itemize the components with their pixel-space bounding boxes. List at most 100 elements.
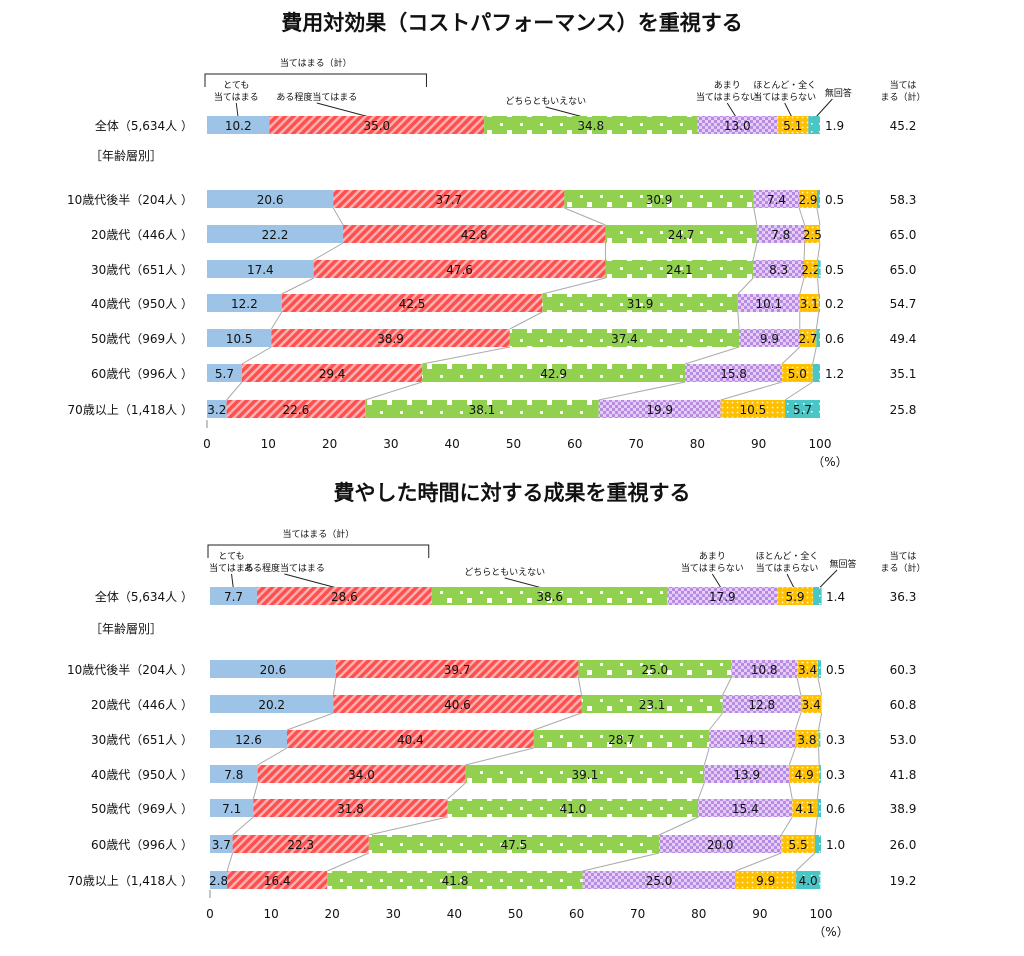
bar-segment-0 xyxy=(210,730,287,748)
bar-segment-4 xyxy=(795,730,819,748)
bar-segment-3 xyxy=(756,225,805,243)
bar-segment-2 xyxy=(465,765,705,783)
bar-segment-2 xyxy=(509,329,740,347)
connector-line xyxy=(815,311,820,330)
data-label: 20.2 xyxy=(258,698,285,712)
connector-line xyxy=(737,277,754,295)
bar-segment-5 xyxy=(817,799,821,817)
bar-segment-2 xyxy=(581,695,723,713)
bar-segment-2 xyxy=(447,799,699,817)
data-label: 2.8 xyxy=(209,874,228,888)
x-tick-label: 50 xyxy=(506,437,521,451)
data-label: 25.0 xyxy=(641,663,668,677)
data-label: 14.1 xyxy=(739,733,766,747)
x-tick-label: 90 xyxy=(752,907,767,921)
bar-segment-1 xyxy=(257,765,466,783)
row-label: 全体（5,634人 ） xyxy=(95,589,193,604)
bar-segment-2 xyxy=(422,364,686,382)
data-label: 20.6 xyxy=(257,193,284,207)
bar-segment-0 xyxy=(207,260,314,278)
bar-segment-5 xyxy=(795,871,821,889)
bar-segment-1 xyxy=(227,871,328,889)
legend-label: どちらともいえない xyxy=(464,567,545,578)
row-label: 60歳代（996人 ） xyxy=(91,367,193,381)
connector-line xyxy=(781,346,801,365)
connector-line xyxy=(784,381,813,401)
data-label: 5.0 xyxy=(788,367,807,381)
bar-segment-1 xyxy=(343,225,606,243)
bar-segment-0 xyxy=(207,329,272,347)
legend-label: 当てはまる xyxy=(209,562,254,574)
connector-line xyxy=(332,207,344,226)
data-label: 30.9 xyxy=(646,193,673,207)
data-label: 31.8 xyxy=(337,802,364,816)
legend-label: 当てはまらない xyxy=(756,562,819,574)
legend-label: ほとんど・全く xyxy=(756,550,819,562)
data-label: 0.5 xyxy=(825,263,844,277)
bar-segment-1 xyxy=(286,730,534,748)
data-label: 3.8 xyxy=(797,733,816,747)
data-label: 10.1 xyxy=(755,297,782,311)
connector-line xyxy=(232,816,254,836)
bar-segment-2 xyxy=(542,294,738,312)
data-label: 16.4 xyxy=(264,874,291,888)
bar-segment-1 xyxy=(269,116,485,134)
connector-line xyxy=(817,242,821,261)
connector-line xyxy=(542,277,606,295)
data-label: 0.3 xyxy=(826,733,845,747)
leader-line xyxy=(813,98,833,120)
connector-line xyxy=(684,346,740,365)
x-tick-label: 20 xyxy=(322,437,337,451)
bar-segment-0 xyxy=(207,400,227,418)
data-label: 10.8 xyxy=(751,663,778,677)
data-label: 10.5 xyxy=(226,332,253,346)
data-label: 39.1 xyxy=(571,768,598,782)
connector-line xyxy=(447,782,466,800)
connector-line xyxy=(818,747,820,766)
data-label: 31.9 xyxy=(627,297,654,311)
bracket xyxy=(204,73,427,87)
total-value: 60.8 xyxy=(890,698,917,712)
data-label: 13.9 xyxy=(733,768,760,782)
bar-segment-1 xyxy=(271,329,510,347)
connector-line xyxy=(281,277,314,295)
data-label: 22.6 xyxy=(283,403,310,417)
bar-segment-5 xyxy=(785,400,820,418)
bar-segment-0 xyxy=(210,799,254,817)
bar-segment-1 xyxy=(241,364,423,382)
data-label: 2.5 xyxy=(803,228,822,242)
data-label: 3.2 xyxy=(207,403,226,417)
connector-line xyxy=(752,242,758,261)
connector-line xyxy=(226,381,243,401)
bracket-label: 当てはまる（計） xyxy=(280,57,352,69)
connector-line xyxy=(803,242,806,261)
bar-segment-0 xyxy=(210,587,258,605)
data-label: 28.6 xyxy=(331,590,358,604)
total-value: 53.0 xyxy=(890,733,917,747)
chart-title: 費用対効果（コストパフォーマンス）を重視する xyxy=(281,11,743,35)
bar-segment-1 xyxy=(335,660,579,678)
row-label: 30歳代（651人 ） xyxy=(91,733,193,747)
bar-segment-3 xyxy=(739,329,800,347)
data-label: 40.6 xyxy=(444,698,471,712)
bar-segment-4 xyxy=(797,660,818,678)
bar-segment-1 xyxy=(232,835,369,853)
row-label: 20歳代（446人 ） xyxy=(91,698,193,712)
bar-segment-2 xyxy=(533,730,710,748)
total-value: 19.2 xyxy=(890,874,917,888)
x-tick-label: 50 xyxy=(508,907,523,921)
data-label: 0.5 xyxy=(826,663,845,677)
bar-segment-4 xyxy=(781,364,813,382)
bar-segment-4 xyxy=(799,294,819,312)
bar-segment-3 xyxy=(753,260,805,278)
bar-segment-3 xyxy=(697,116,778,134)
total-header: まる（計） xyxy=(880,562,925,574)
x-tick-label: 90 xyxy=(751,437,766,451)
connector-line xyxy=(313,242,344,261)
connector-line xyxy=(788,747,796,766)
bar-segment-0 xyxy=(207,190,334,208)
connector-line xyxy=(788,782,793,800)
connector-line xyxy=(795,852,816,872)
data-label: 0.6 xyxy=(826,802,845,816)
